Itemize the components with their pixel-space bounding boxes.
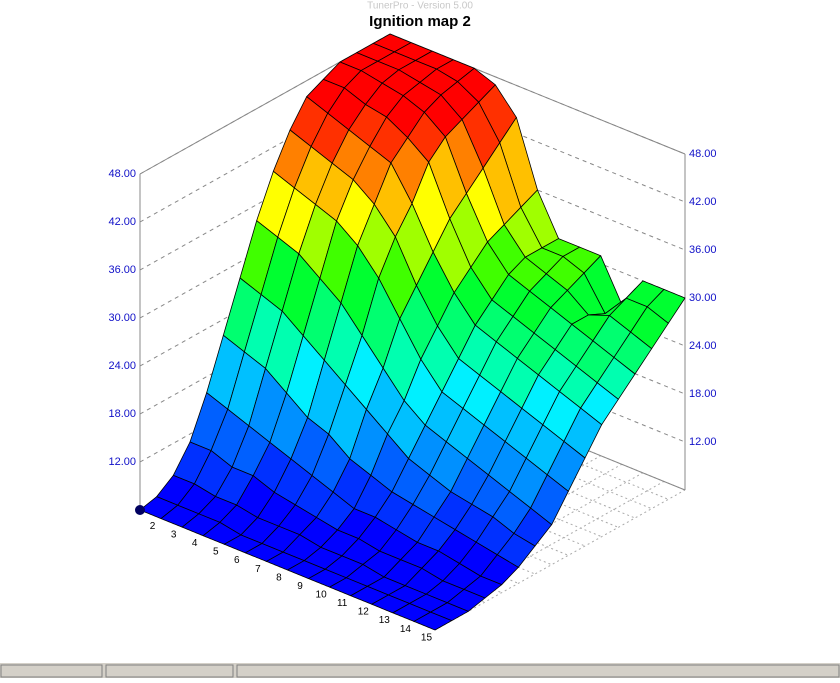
status-panel <box>105 664 234 678</box>
floor-grid <box>339 397 636 519</box>
grid-line <box>389 177 686 299</box>
window-title: TunerPro - Version 5.00 <box>367 1 473 12</box>
row-label: 10 <box>316 589 328 600</box>
row-label: 15 <box>421 632 433 643</box>
floor-grid <box>373 378 669 500</box>
row-label: 6 <box>234 555 240 566</box>
grid-line <box>389 81 686 203</box>
z-tick-label: 42.00 <box>689 196 717 208</box>
z-tick-label: 24.00 <box>689 340 717 352</box>
z-tick-label: 12.00 <box>108 456 136 468</box>
z-tick-label: 30.00 <box>689 292 717 304</box>
row-label: 5 <box>213 547 219 558</box>
grid-line <box>389 33 686 155</box>
z-tick-label: 18.00 <box>108 408 136 420</box>
status-bar <box>0 663 840 678</box>
row-label: 9 <box>297 581 303 592</box>
floor-grid <box>323 406 619 528</box>
grid-line <box>389 321 686 443</box>
row-label: 14 <box>400 624 412 635</box>
z-tick-label: 18.00 <box>689 388 717 400</box>
status-panel <box>0 664 103 678</box>
chart-title: Ignition map 2 <box>369 13 471 30</box>
z-tick-label: 12.00 <box>689 436 717 448</box>
row-label: 3 <box>171 529 177 540</box>
row-label: 12 <box>358 607 370 618</box>
row-label: 2 <box>150 521 156 532</box>
grid-line <box>389 129 686 251</box>
origin-marker <box>135 505 145 515</box>
row-label: 11 <box>337 598 348 609</box>
row-label: 8 <box>276 572 282 583</box>
row-label: 4 <box>192 538 198 549</box>
row-label: 7 <box>255 564 261 575</box>
z-tick-label: 24.00 <box>108 360 136 372</box>
status-panel <box>236 664 840 678</box>
row-label: 13 <box>379 615 391 626</box>
z-tick-label: 48.00 <box>689 148 717 160</box>
grid-line <box>389 273 686 395</box>
z-tick-label: 36.00 <box>108 264 136 276</box>
surface-cell <box>413 611 453 631</box>
z-tick-label: 48.00 <box>108 168 136 180</box>
z-tick-label: 30.00 <box>108 312 136 324</box>
z-tick-label: 42.00 <box>108 216 136 228</box>
z-tick-label: 36.00 <box>689 244 717 256</box>
floor-grid <box>356 388 652 510</box>
surface <box>139 33 686 631</box>
